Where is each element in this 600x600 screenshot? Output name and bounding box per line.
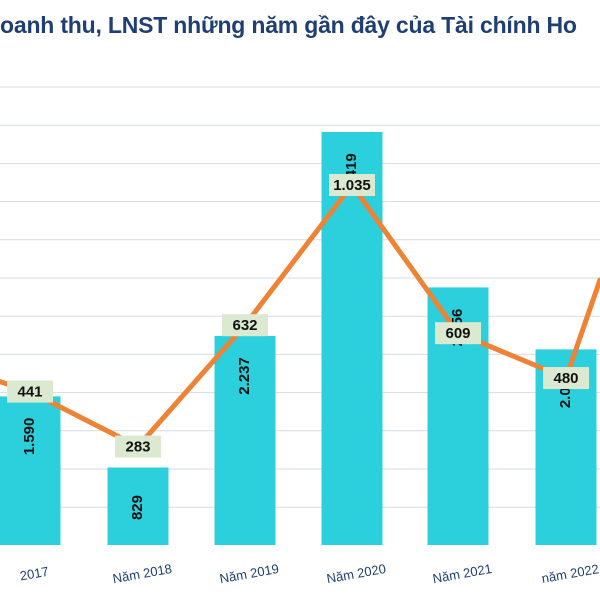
x-tick-label: Năm 2021 xyxy=(431,561,493,586)
line-value-label: 1.035 xyxy=(333,177,371,194)
x-tick-label: Năm 2018 xyxy=(111,561,173,586)
bar-value-label: 1.590 xyxy=(21,418,38,456)
revenue-bar xyxy=(0,396,61,545)
line-value-label: 609 xyxy=(445,325,470,342)
line-value-label: 632 xyxy=(232,317,257,334)
line-value-label: 480 xyxy=(553,370,578,387)
revenue-bar xyxy=(107,467,169,545)
x-tick-label: Năm 2019 xyxy=(218,561,280,586)
line-point-marker xyxy=(329,174,375,196)
line-value-labels: 441 283 632 1.035 609 480 xyxy=(7,174,589,458)
x-tick-label: 2017 xyxy=(19,564,50,584)
x-tick-label: năm 2022 xyxy=(540,561,600,586)
bar-value-label: 829 xyxy=(129,495,146,520)
line-value-label: 441 xyxy=(17,384,42,401)
revenue-bar xyxy=(214,335,276,545)
x-tick-label: Năm 2020 xyxy=(325,561,387,586)
line-point-marker xyxy=(222,314,268,337)
revenue-bars xyxy=(0,132,597,545)
line-point-marker xyxy=(7,380,53,403)
gridlines xyxy=(0,86,600,508)
line-value-label: 283 xyxy=(125,439,150,456)
line-point-marker xyxy=(115,435,161,458)
bar-value-label: 2.237 xyxy=(236,357,253,395)
revenue-bar xyxy=(321,132,383,545)
x-tick-labels: 2017 Năm 2018 Năm 2019 Năm 2020 Năm 2021 năm … xyxy=(19,561,600,586)
line-point-marker xyxy=(543,367,589,390)
chart-title: oanh thu, LNST những năm gần đây của Tài… xyxy=(0,12,577,38)
line-point-marker xyxy=(435,322,481,345)
